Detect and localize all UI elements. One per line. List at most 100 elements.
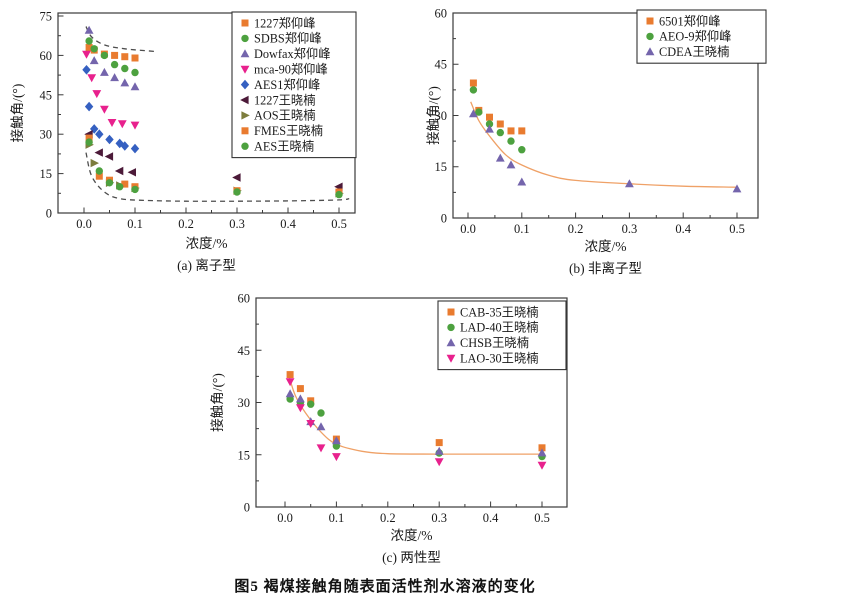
series-1 bbox=[85, 37, 139, 77]
data-point-marker bbox=[332, 436, 341, 445]
data-point-marker bbox=[434, 458, 444, 467]
x-tick-label: 0.3 bbox=[622, 222, 638, 236]
x-tick-label: 0.0 bbox=[460, 222, 476, 236]
data-point-marker bbox=[475, 108, 483, 116]
data-point-marker bbox=[87, 74, 97, 83]
x-tick-label: 0.1 bbox=[127, 217, 143, 231]
series-5 bbox=[84, 130, 343, 191]
data-point-marker bbox=[116, 183, 124, 191]
x-tick-label: 0.4 bbox=[483, 511, 499, 525]
data-point-marker bbox=[120, 78, 130, 87]
chart-a-ionic: 0.0 0.1 0.2 0.3 0.4 0.5 0 15 30 45 60 75 浓度/% 接触角/(°)… bbox=[9, 9, 357, 273]
data-point-marker bbox=[240, 95, 249, 105]
x-tick-label: 0.2 bbox=[380, 511, 396, 525]
x-tick-label: 0.2 bbox=[178, 217, 194, 231]
y-tick-label: 30 bbox=[435, 109, 448, 123]
y-tick-label: 45 bbox=[238, 344, 251, 358]
legend-label: AES1郑仰峰 bbox=[254, 77, 320, 92]
data-point-marker bbox=[104, 152, 114, 161]
x-tick-label: 0.1 bbox=[514, 222, 530, 236]
data-point-marker bbox=[732, 184, 742, 193]
legend-label: AES王晓楠 bbox=[254, 139, 314, 154]
data-point-marker bbox=[131, 68, 139, 77]
y-tick-label: 75 bbox=[40, 9, 53, 23]
legend-box bbox=[437, 300, 567, 371]
y-tick-label: 60 bbox=[435, 6, 448, 20]
data-point-marker bbox=[107, 119, 117, 127]
data-point-marker bbox=[240, 79, 250, 90]
data-point-marker bbox=[90, 45, 98, 53]
data-point-marker bbox=[120, 141, 129, 151]
data-point-marker bbox=[646, 17, 654, 25]
x-axis-label: 浓度/% bbox=[186, 236, 228, 251]
data-point-marker bbox=[485, 124, 494, 133]
legend-label: AOS王晓楠 bbox=[254, 108, 316, 123]
y-tick-label: 60 bbox=[40, 49, 53, 63]
series-2 bbox=[84, 25, 140, 91]
fit-curve bbox=[288, 376, 542, 455]
x-tick-label: 0.1 bbox=[329, 511, 345, 525]
legend-label: CAB-35王晓楠 bbox=[460, 304, 539, 319]
y-tick-label: 15 bbox=[40, 167, 53, 181]
fit-curve bbox=[470, 101, 738, 188]
data-point-marker bbox=[95, 167, 104, 175]
data-point-marker bbox=[85, 37, 93, 45]
data-point-marker bbox=[316, 444, 326, 453]
data-point-marker bbox=[446, 354, 456, 363]
data-point-marker bbox=[117, 120, 127, 129]
data-point-marker bbox=[85, 138, 93, 146]
series-3 bbox=[285, 378, 547, 470]
legend-label: SDBS郑仰峰 bbox=[254, 31, 322, 46]
data-point-marker bbox=[92, 90, 102, 99]
data-point-marker bbox=[469, 86, 478, 94]
data-point-marker bbox=[85, 134, 93, 142]
series-0 bbox=[286, 371, 546, 452]
legend-label: LAD-40王晓楠 bbox=[460, 320, 539, 335]
data-point-marker bbox=[518, 127, 526, 135]
data-point-marker bbox=[241, 127, 249, 135]
y-axis: 0 15 30 45 60 75 bbox=[40, 9, 64, 221]
data-point-marker bbox=[507, 127, 515, 135]
chart-subcaption: (a) 离子型 bbox=[177, 257, 236, 273]
y-tick-label: 0 bbox=[244, 501, 250, 515]
data-point-marker bbox=[82, 65, 91, 75]
data-point-marker bbox=[447, 308, 455, 316]
series-2 bbox=[285, 389, 547, 457]
x-tick-label: 0.3 bbox=[431, 511, 447, 525]
y-axis: 0 15 30 45 60 bbox=[238, 292, 262, 515]
data-point-marker bbox=[495, 153, 505, 162]
data-point-marker bbox=[241, 19, 249, 27]
data-point-marker bbox=[95, 172, 103, 180]
data-point-marker bbox=[296, 394, 305, 403]
chart-c-amphoteric: 0.0 0.1 0.2 0.3 0.4 0.5 0 15 30 45 60 浓度/% 接触角/(°) CA… bbox=[209, 292, 568, 565]
data-point-marker bbox=[85, 44, 93, 51]
data-point-marker bbox=[332, 453, 341, 462]
legend-label: 1227郑仰峰 bbox=[254, 15, 316, 30]
data-point-marker bbox=[82, 50, 91, 59]
y-axis: 0 15 30 45 60 bbox=[435, 6, 459, 226]
data-point-marker bbox=[496, 120, 504, 128]
data-point-marker bbox=[90, 158, 99, 168]
data-point-marker bbox=[646, 32, 654, 41]
data-point-marker bbox=[240, 65, 250, 74]
data-point-marker bbox=[130, 121, 140, 130]
series-1 bbox=[286, 395, 546, 461]
x-tick-label: 0.2 bbox=[568, 222, 584, 236]
data-point-marker bbox=[285, 389, 295, 398]
data-point-marker bbox=[537, 448, 547, 457]
x-tick-label: 0.4 bbox=[675, 222, 691, 236]
x-tick-label: 0.3 bbox=[229, 217, 245, 231]
chart-subcaption: (b) 非离子型 bbox=[569, 260, 642, 276]
data-point-marker bbox=[496, 128, 504, 137]
data-point-marker bbox=[115, 138, 124, 149]
y-tick-label: 30 bbox=[238, 396, 251, 410]
data-point-marker bbox=[110, 60, 119, 69]
data-point-marker bbox=[111, 51, 119, 59]
x-tick-label: 0.0 bbox=[76, 217, 92, 231]
data-point-marker bbox=[335, 190, 343, 199]
x-tick-label: 0.4 bbox=[280, 217, 296, 231]
data-point-marker bbox=[89, 56, 99, 65]
data-point-marker bbox=[110, 73, 119, 82]
data-point-marker bbox=[506, 160, 516, 169]
legend: 1227郑仰峰SDBS郑仰峰Dowfax郑仰峰mca-90郑仰峰AES1郑仰峰1… bbox=[231, 11, 357, 159]
